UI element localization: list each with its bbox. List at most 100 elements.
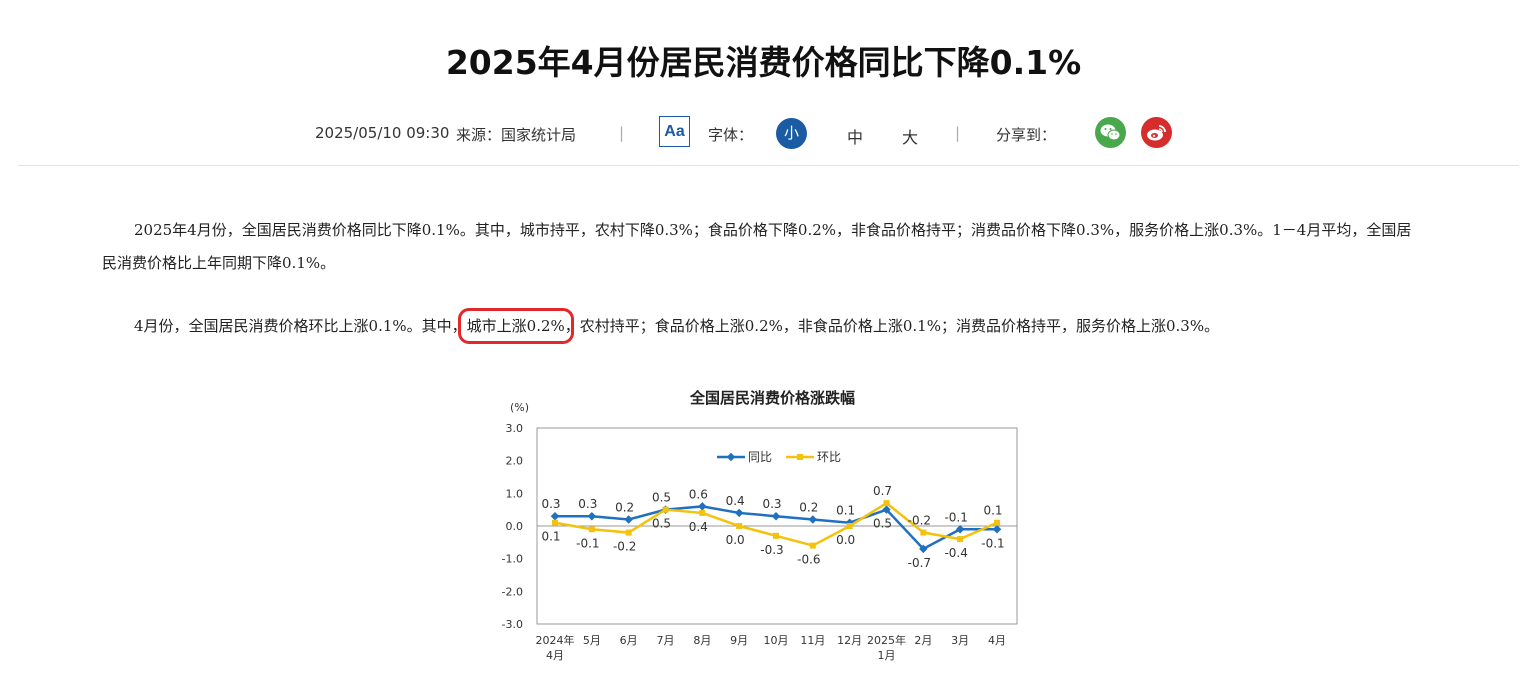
chart-title: 全国居民消费价格涨跌幅: [690, 389, 856, 407]
yoy-data-label: 0.3: [541, 497, 560, 511]
mom-point: [625, 529, 632, 536]
x-tick-label: 7月: [657, 634, 675, 647]
yoy-data-label: 0.5: [652, 491, 671, 505]
yoy-data-label: 0.2: [615, 500, 634, 514]
yoy-data-label: 0.3: [578, 497, 597, 511]
yoy-point: [698, 502, 707, 511]
yoy-data-label: 0.1: [836, 504, 855, 518]
wechat-icon[interactable]: [1095, 117, 1126, 148]
mom-point: [994, 519, 1000, 526]
yoy-point: [734, 508, 744, 518]
x-tick-label: 2024年: [536, 633, 575, 647]
mom-point: [662, 506, 669, 513]
article-paragraph-1: 2025年4月份，全国居民消费价格同比下降0.1%。其中，城市持平，农村下降0.…: [102, 221, 1412, 272]
mom-point: [957, 536, 964, 543]
font-size-medium-button[interactable]: 中: [847, 128, 864, 147]
weibo-icon[interactable]: [1141, 117, 1172, 148]
legend-mom-label: 环比: [817, 450, 841, 464]
paragraph-2-text-before: 4月份，全国居民消费价格环比上涨0.1%。其中，: [134, 317, 467, 335]
x-tick-label: 11月: [800, 634, 825, 647]
wechat-icon-glyph: [1100, 124, 1121, 141]
x-tick-label: 1月: [878, 649, 896, 662]
yoy-point: [955, 525, 965, 534]
x-tick-label: 10月: [764, 634, 789, 647]
x-tick-label: 4月: [546, 649, 564, 662]
mom-data-label: -0.4: [944, 546, 967, 560]
yoy-data-label: 0.2: [799, 500, 818, 514]
mom-data-label: -0.2: [908, 514, 931, 528]
mom-point: [699, 509, 706, 516]
article-source: 来源：国家统计局: [456, 126, 577, 144]
y-tick-label: -3.0: [502, 618, 523, 631]
yoy-data-label: -0.1: [944, 510, 967, 524]
yoy-data-label: 0.6: [689, 487, 708, 501]
mom-point: [846, 523, 853, 529]
y-tick-label: 1.0: [506, 487, 524, 500]
x-tick-label: 5月: [583, 634, 601, 647]
y-tick-label: -2.0: [502, 585, 523, 598]
yoy-point: [624, 515, 633, 524]
x-tick-label: 6月: [620, 634, 638, 647]
legend-yoy-label: 同比: [748, 450, 772, 464]
y-tick-label: 3.0: [506, 422, 524, 435]
mom-point: [552, 519, 558, 526]
mom-point: [920, 529, 927, 536]
x-tick-label: 3月: [951, 634, 969, 647]
article-meta: 2025/05/10 09:30 来源：国家统计局 | 字体： | 分享到：: [0, 118, 1523, 150]
yoy-point: [771, 511, 781, 521]
mom-data-label: 0.0: [836, 533, 855, 547]
yoy-point: [808, 515, 818, 524]
x-tick-label: 8月: [693, 634, 711, 647]
mom-point: [809, 542, 816, 549]
mom-data-label: -0.3: [760, 543, 783, 557]
text-mode-button[interactable]: Aa: [659, 116, 690, 147]
y-axis-unit-label: (%): [510, 401, 529, 414]
font-size-large-button[interactable]: 大: [902, 128, 919, 147]
x-tick-label: 9月: [730, 634, 748, 647]
yoy-data-label: 0.4: [726, 494, 745, 508]
yoy-point: [992, 525, 1002, 534]
mom-data-label: 0.4: [689, 520, 708, 534]
x-tick-label: 2月: [914, 634, 932, 647]
mom-point: [883, 500, 890, 507]
font-size-small-button[interactable]: 小: [776, 118, 807, 149]
legend-mom-marker: [797, 454, 803, 460]
font-size-label: 字体：: [708, 126, 754, 144]
article-title: 2025年4月份居民消费价格同比下降0.1%: [445, 43, 1082, 82]
yoy-data-label: 0.3: [762, 497, 781, 511]
y-tick-label: -1.0: [502, 553, 523, 566]
yoy-point: [550, 511, 560, 521]
mom-data-label: 0.0: [726, 533, 745, 547]
yoy-data-label: -0.1: [981, 536, 1004, 550]
y-tick-label: 0.0: [506, 520, 524, 533]
x-tick-label: 4月: [988, 634, 1006, 647]
mom-data-label: 0.7: [873, 484, 892, 498]
meta-separator: |: [619, 124, 625, 142]
share-label: 分享到：: [996, 126, 1057, 144]
yoy-point: [587, 511, 597, 521]
mom-point: [588, 526, 595, 533]
x-tick-label: 12月: [837, 634, 862, 647]
yoy-data-label: -0.7: [908, 556, 931, 570]
mom-data-label: -0.1: [576, 536, 599, 550]
mom-data-label: 0.5: [652, 517, 671, 531]
x-tick-label: 2025年: [867, 633, 906, 647]
mom-data-label: -0.2: [613, 540, 636, 554]
mom-data-label: 0.1: [983, 504, 1002, 518]
yoy-data-label: 0.5: [873, 517, 892, 531]
y-tick-label: 2.0: [506, 455, 524, 468]
legend-yoy-marker: [726, 452, 736, 462]
paragraph-2-text-after: ，农村持平；食品价格上涨0.2%，非食品价格上涨0.1%；消费品价格持平，服务价…: [564, 317, 1220, 335]
meta-separator: |: [955, 124, 961, 142]
yoy-point: [919, 544, 928, 554]
mom-point: [773, 532, 779, 539]
mom-point: [736, 523, 743, 529]
mom-data-label: -0.6: [797, 553, 820, 567]
weibo-icon-glyph: [1147, 125, 1166, 141]
publish-datetime: 2025/05/10 09:30: [315, 124, 450, 142]
highlighted-urban-text: 城市上涨0.2%: [457, 308, 574, 344]
header-divider: [18, 165, 1519, 166]
article-paragraph-2: 4月份，全国居民消费价格环比上涨0.1%。其中，城市上涨0.2%，农村持平；食品…: [102, 308, 1422, 344]
mom-data-label: 0.1: [541, 530, 560, 544]
